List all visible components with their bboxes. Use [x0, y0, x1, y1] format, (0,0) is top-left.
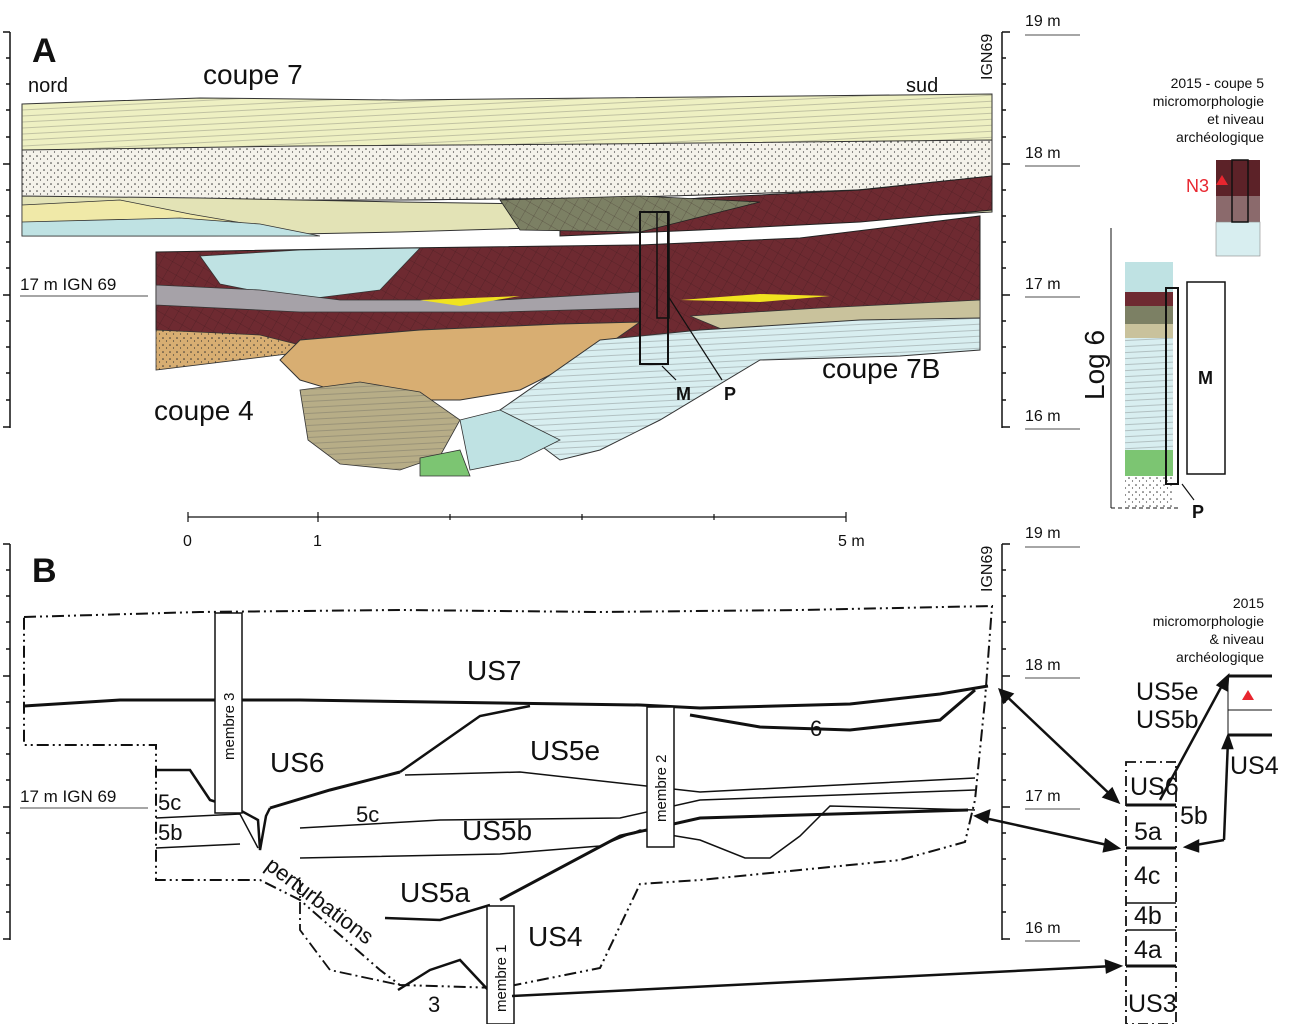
unit-us6: US6: [270, 747, 324, 778]
perturbations-label: perturbations: [261, 852, 379, 949]
col-4a: 4a: [1134, 936, 1162, 964]
right-axis-a: [1001, 31, 1080, 430]
label-coupe-7b: coupe 7B: [822, 353, 940, 384]
unit-us4: US4: [528, 921, 582, 952]
panel-a-letter: A: [32, 32, 57, 70]
scale-tick-1: 1: [313, 533, 322, 550]
elev-16-b: 16 m: [1025, 920, 1061, 937]
inset-us4: US4: [1230, 752, 1279, 780]
panel-b: B: [3, 525, 1279, 1024]
unit-us5b: US5b: [462, 815, 532, 846]
inset-a-line1: 2015 - coupe 5: [1171, 75, 1265, 91]
inset-a-line4: archéologique: [1176, 129, 1264, 145]
unit-5c-mid: 5c: [356, 802, 379, 827]
composite-column-b: [1125, 761, 1177, 1024]
membre-boxes: [214, 612, 675, 1024]
scale-bar: [187, 512, 847, 522]
correlation-arrows: [511, 672, 1234, 998]
inset-us5e: US5e: [1136, 678, 1199, 706]
unit-5c-left: 5c: [158, 790, 181, 815]
unit-6: 6: [810, 716, 822, 741]
unit-us5a: US5a: [400, 877, 470, 908]
log-label-p: P: [1192, 502, 1204, 522]
label-sud: sud: [906, 75, 938, 97]
col-4b: 4b: [1134, 902, 1162, 930]
panel-b-letter: B: [32, 552, 57, 590]
membre-1-label: membre 1: [493, 944, 510, 1012]
elev-16-a: 16 m: [1025, 408, 1061, 425]
elev-18-a: 18 m: [1025, 145, 1061, 162]
log-6-title: Log 6: [1079, 330, 1110, 400]
left-axis-b: [3, 543, 11, 940]
inset-a-line2: micromorphologie: [1153, 93, 1264, 109]
ign-ref-b: 17 m IGN 69: [20, 787, 116, 806]
ign-axis-a: IGN69: [979, 34, 996, 80]
inset-a-marker-label: N3: [1186, 176, 1209, 196]
elev-17-a: 17 m: [1025, 276, 1061, 293]
label-p-a: P: [724, 384, 736, 404]
inset-b-column: [1227, 674, 1272, 737]
coupe-7b-section: [155, 215, 981, 477]
archaeo-level-icon: [1242, 690, 1254, 700]
col-us6: US6: [1130, 773, 1179, 801]
unit-us5e: US5e: [530, 735, 600, 766]
left-axis-a: [3, 31, 11, 428]
membre-3-label: membre 3: [221, 692, 238, 760]
elev-19-a: 19 m: [1025, 13, 1061, 30]
unit-5b-left: 5b: [158, 820, 182, 845]
label-nord: nord: [28, 75, 68, 97]
sample-columns-a: [639, 211, 723, 381]
n3-marker-icon: [1216, 175, 1228, 185]
ign-axis-b: IGN69: [979, 546, 996, 592]
log-label-m: M: [1198, 368, 1213, 388]
log-6-column: [1110, 228, 1226, 509]
col-5a: 5a: [1134, 818, 1162, 846]
coupe-7-section: [21, 93, 993, 237]
inset-us5b: US5b: [1136, 706, 1199, 734]
elev-19-b: 19 m: [1025, 525, 1061, 542]
label-coupe-7: coupe 7: [203, 59, 303, 90]
membre-2-label: membre 2: [653, 754, 670, 822]
inset-b-line4: archéologique: [1176, 649, 1264, 665]
col-us3: US3: [1128, 990, 1177, 1018]
label-m-a: M: [676, 384, 691, 404]
inset-b-line3: & niveau: [1210, 631, 1264, 647]
elev-17-b: 17 m: [1025, 788, 1061, 805]
label-coupe-4: coupe 4: [154, 395, 254, 426]
inset-a-column: [1215, 159, 1261, 257]
right-axis-b: [1001, 543, 1080, 942]
scale-tick-0: 0: [183, 533, 192, 550]
elev-18-b: 18 m: [1025, 657, 1061, 674]
inset-a-line3: et niveau: [1207, 111, 1264, 127]
panel-a: A: [3, 13, 1264, 522]
side-5b: 5b: [1180, 802, 1208, 830]
section-outline-b: [23, 604, 994, 990]
inset-b-line2: micromorphologie: [1153, 613, 1264, 629]
scale-tick-5: 5 m: [838, 533, 865, 550]
col-4c: 4c: [1134, 862, 1160, 890]
unit-3: 3: [428, 992, 440, 1017]
ign-ref-a: 17 m IGN 69: [20, 275, 116, 294]
unit-us7: US7: [467, 655, 521, 686]
perturbation-zone: [299, 880, 401, 986]
inset-b-line1: 2015: [1233, 595, 1264, 611]
